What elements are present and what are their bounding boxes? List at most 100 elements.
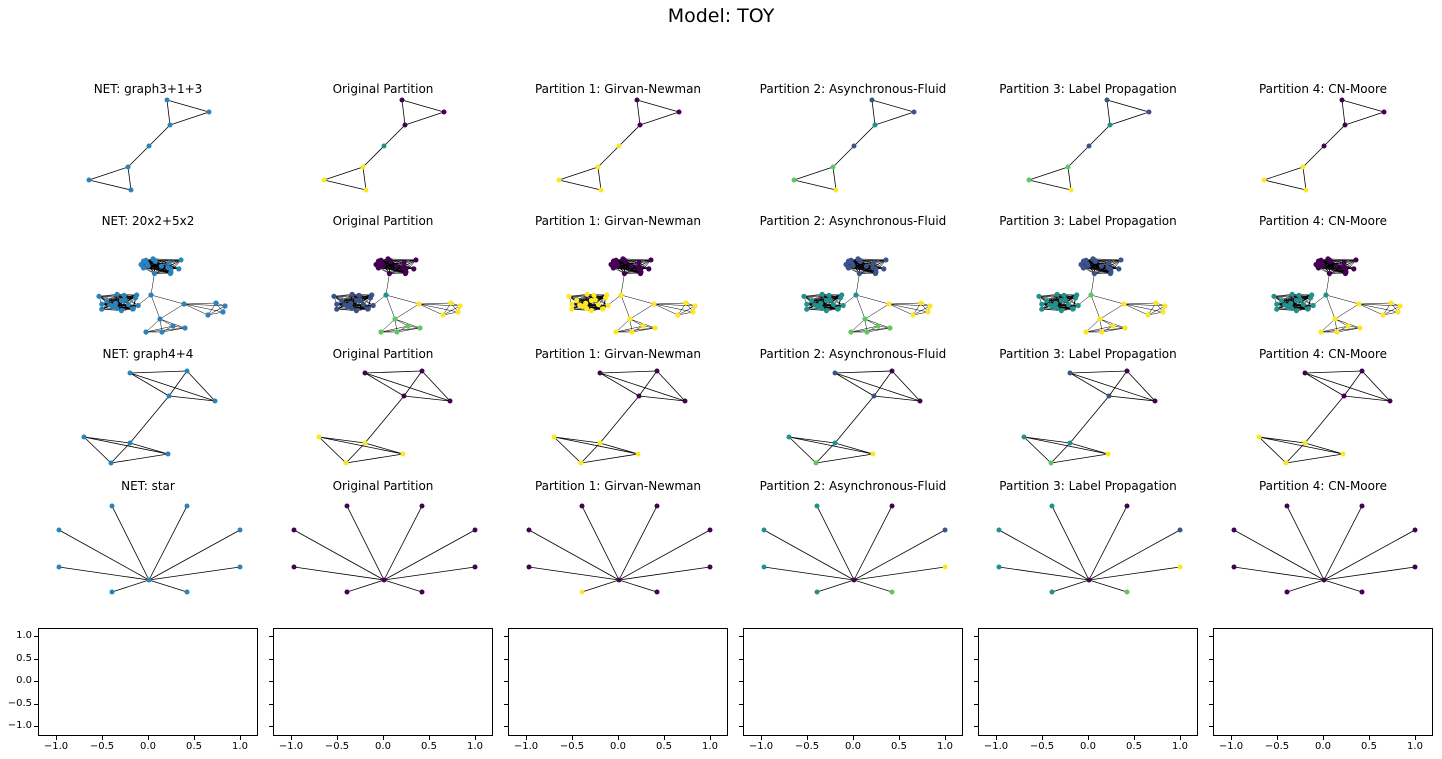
panel-title: Partition 2: Asynchronous-Fluid xyxy=(759,479,947,493)
graph-node xyxy=(1162,303,1168,309)
graph-edge xyxy=(318,436,347,464)
graph-node xyxy=(1321,143,1327,149)
network-graph xyxy=(321,97,447,193)
graph-edge xyxy=(677,305,696,316)
graph-edge xyxy=(1334,303,1360,320)
graph-edge xyxy=(597,145,620,168)
graph-panel: Partition 4: CN-Moore xyxy=(1213,479,1433,603)
graph-edge xyxy=(1085,318,1101,333)
graph-edge xyxy=(1320,325,1349,333)
graph-edge xyxy=(1028,179,1072,191)
x-tick-label: 1.0 xyxy=(1172,741,1188,752)
graph-edge xyxy=(1323,579,1363,593)
graph-node xyxy=(401,260,407,266)
graph-node xyxy=(472,527,478,533)
graph-edge xyxy=(1088,265,1112,273)
graph-edge xyxy=(148,566,241,581)
graph-edge xyxy=(1108,395,1156,402)
graph-node xyxy=(1097,316,1103,322)
graph-node xyxy=(206,109,212,115)
graph-node xyxy=(1353,257,1359,263)
graph-edge xyxy=(618,265,642,273)
graph-node xyxy=(1231,527,1237,533)
graph-edge xyxy=(1263,179,1307,191)
graph-edge xyxy=(873,370,893,397)
graph-node xyxy=(1307,295,1314,301)
graph-node xyxy=(146,143,152,149)
graph-edge xyxy=(597,166,602,191)
graph-edge xyxy=(345,442,366,464)
graph-edge xyxy=(803,296,841,299)
graph-edge xyxy=(568,295,595,297)
graph-node xyxy=(344,589,350,595)
graph-node xyxy=(851,143,857,149)
network-graph xyxy=(1256,368,1393,466)
graph-edge xyxy=(383,579,423,593)
graph-node xyxy=(1177,527,1183,533)
graph-node xyxy=(1083,329,1089,335)
graph-edge xyxy=(145,261,172,273)
graph-node xyxy=(1359,503,1365,509)
graph-edge xyxy=(1263,166,1304,181)
graph-node xyxy=(99,306,105,312)
graph-node xyxy=(996,527,1002,533)
empty-axes xyxy=(743,628,963,736)
graph-edge xyxy=(383,262,405,267)
y-tick-mark xyxy=(739,726,743,727)
graph-edge xyxy=(571,294,607,310)
graph-node xyxy=(595,164,601,170)
graph-edge xyxy=(127,145,150,168)
graph-node xyxy=(690,309,696,315)
graph-edge xyxy=(1325,294,1360,305)
graph-edge xyxy=(364,372,405,397)
graph-node xyxy=(220,309,226,315)
x-tick-mark xyxy=(1369,736,1370,740)
graph-node xyxy=(566,293,572,299)
graph-edge xyxy=(1323,505,1363,581)
graph-node xyxy=(81,434,87,440)
graph-edge xyxy=(101,294,137,310)
graph-node xyxy=(707,527,713,533)
graph-node xyxy=(392,316,398,322)
graph-node xyxy=(616,577,622,583)
graph-node xyxy=(1380,312,1386,318)
x-tick-label: 1.0 xyxy=(702,741,718,752)
graph-node xyxy=(1062,297,1068,303)
graph-edge xyxy=(161,327,186,333)
graph-node xyxy=(1261,177,1267,183)
graph-edge xyxy=(106,295,125,301)
graph-node xyxy=(621,270,628,277)
x-tick-label: 0.0 xyxy=(845,741,861,752)
graph-node xyxy=(809,298,815,304)
graph-edge xyxy=(855,294,890,305)
graph-edge xyxy=(383,566,476,581)
graph-edge xyxy=(394,303,420,320)
graph-edge xyxy=(401,99,406,126)
graph-node xyxy=(1153,300,1159,306)
graph-node xyxy=(925,309,931,315)
x-tick-label: 0.0 xyxy=(375,741,391,752)
y-tick-label: 1.0 xyxy=(16,630,32,641)
graph-edge xyxy=(653,303,679,316)
graph-node xyxy=(114,291,120,297)
x-tick-label: −0.5 xyxy=(559,741,585,752)
panel-title: Original Partition xyxy=(332,479,434,493)
graph-node xyxy=(1118,257,1124,263)
panel-title: Partition 3: Label Propagation xyxy=(999,214,1177,228)
panel-title: Original Partition xyxy=(332,82,434,96)
graph-node xyxy=(417,325,423,331)
x-tick-mark xyxy=(1231,736,1232,740)
graph-edge xyxy=(855,273,860,296)
graph-node xyxy=(1274,301,1280,307)
panel-title: Partition 1: Girvan-Newman xyxy=(534,82,702,96)
network-graph xyxy=(291,503,478,595)
graph-edge xyxy=(129,442,169,455)
graph-node xyxy=(1067,370,1073,376)
graph-node xyxy=(1339,97,1345,103)
y-tick-mark xyxy=(269,726,273,727)
graph-node xyxy=(640,323,646,329)
graph-node xyxy=(813,460,819,466)
graph-edge xyxy=(528,529,620,581)
x-tick-mark xyxy=(664,736,665,740)
graph-node xyxy=(1310,302,1316,309)
